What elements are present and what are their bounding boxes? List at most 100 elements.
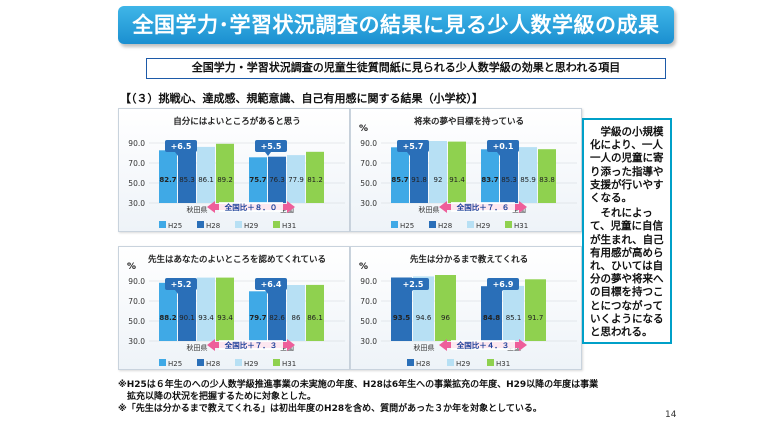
chart-dreams: % 将来の夢や目標を持っている 90.0 70.0 50.0 30.0 85.7 91.8 92… xyxy=(359,116,577,230)
data-label: 82.7 xyxy=(159,176,176,184)
comparison-label: 全国比＋８．０ xyxy=(224,202,278,212)
delta-callout-pointer xyxy=(175,290,181,294)
side-note-paragraph-1: 学級の小規模化により、一人一人の児童に寄り添った指導や支援が行いやすくなる。 xyxy=(590,126,664,205)
chart-title: 先生は分かるまで教えてくれる xyxy=(410,254,528,265)
data-label: 93.4 xyxy=(217,314,233,322)
delta-callout-pointer xyxy=(265,152,271,156)
legend-label: H25 xyxy=(168,222,182,230)
delta-callout xyxy=(165,278,197,290)
unit-label: % xyxy=(127,262,136,272)
delta-callout-pointer xyxy=(407,152,413,156)
delta-callout xyxy=(397,278,429,290)
page-number: 14 xyxy=(665,410,677,420)
data-label: 85.9 xyxy=(520,176,536,184)
delta-callout-pointer xyxy=(497,290,503,294)
y-tick-label: 30.0 xyxy=(360,337,377,346)
legend-label: H29 xyxy=(244,222,258,230)
data-label: 81.2 xyxy=(307,176,323,184)
delta-label: +5.2 xyxy=(171,280,192,289)
comparison-label: 全国比＋７．６ xyxy=(456,202,510,212)
y-tick-label: 70.0 xyxy=(360,159,377,168)
legend-label: H25 xyxy=(400,222,414,230)
bar-h25 xyxy=(159,150,177,203)
group-label: 秋田県 xyxy=(414,343,435,352)
data-label: 93.4 xyxy=(198,314,214,322)
legend-label: H29 xyxy=(456,360,470,368)
legend-label: H29 xyxy=(476,222,490,230)
footnote-line-1: ※H25は６年生のへの少人数学級推進事業の未実施の年度、H28は6年生への事業拡… xyxy=(118,380,599,390)
legend-swatch-h25 xyxy=(159,221,166,228)
footnote-line-2: 拡充以降の状況を把握するために対象とした。 xyxy=(118,392,317,402)
data-label: 91.8 xyxy=(411,176,427,184)
group-label: 秋田県 xyxy=(187,343,208,352)
bar-h31 xyxy=(216,277,234,341)
page-title: 全国学力･学習状況調査の結果に見る少人数学級の成果 xyxy=(118,6,674,44)
bar-h29 xyxy=(413,276,434,341)
y-tick-label: 50.0 xyxy=(360,317,377,326)
legend-swatch-h28 xyxy=(407,359,414,366)
data-label: 85.7 xyxy=(391,176,408,184)
bar-h29 xyxy=(287,285,305,341)
legend-swatch-h31 xyxy=(505,221,512,228)
legend-label: H31 xyxy=(496,360,510,368)
data-label: 85.3 xyxy=(179,176,195,184)
data-label: 89.2 xyxy=(217,176,233,184)
legend-label: H28 xyxy=(206,222,220,230)
y-tick-label: 70.0 xyxy=(128,297,145,306)
data-label: 94.6 xyxy=(416,314,432,322)
y-tick-label: 90.0 xyxy=(360,139,377,148)
comparison-label: 全国比＋４．３ xyxy=(456,340,510,350)
delta-label: +2.5 xyxy=(403,280,424,289)
legend-label: H31 xyxy=(514,222,528,230)
chart-panel-teacher-recognition: % 先生はあなたのよいところを認めてくれている 90.0 70.0 50.0 30.0 88… xyxy=(118,246,350,370)
chart-panel-teacher-explains: % 先生は分かるまで教えてくれる 90.0 70.0 50.0 30.0 93.5 94.6 9… xyxy=(350,246,582,370)
data-label: 75.7 xyxy=(249,176,266,184)
legend-swatch-h28 xyxy=(197,221,204,228)
data-label: 88.2 xyxy=(159,314,176,322)
bar-h31 xyxy=(306,151,324,203)
delta-callout-pointer xyxy=(407,290,413,294)
comparison-label: 全国比＋７．３ xyxy=(224,340,278,350)
legend-swatch-h29 xyxy=(467,221,474,228)
bar-h25 xyxy=(159,282,177,341)
data-label: 92 xyxy=(434,176,443,184)
legend-label: H29 xyxy=(244,360,258,368)
chart-panel-self-worth: 自分にはよいところがあると思う 90.0 70.0 50.0 30.0 82.7 85.3 8… xyxy=(118,108,350,232)
delta-callout-pointer xyxy=(175,152,181,156)
bar-h29 xyxy=(197,146,215,203)
legend-swatch-h25 xyxy=(391,221,398,228)
unit-label: % xyxy=(359,124,368,134)
comparison-label-bg xyxy=(451,340,515,350)
legend-swatch-h29 xyxy=(447,359,454,366)
side-note: 学級の小規模化により、一人一人の児童に寄り添った指導や支援が行いやすくなる。 そ… xyxy=(582,118,672,344)
bar-h28 xyxy=(500,147,518,203)
legend-label: H28 xyxy=(206,360,220,368)
data-label: 86 xyxy=(292,314,301,322)
data-label: 86.1 xyxy=(307,314,323,322)
delta-label: +0.1 xyxy=(493,142,514,151)
chart-title: 自分にはよいところがあると思う xyxy=(173,116,301,127)
bar-h29 xyxy=(519,147,537,203)
delta-label: +5.7 xyxy=(403,142,424,151)
data-label: 90.1 xyxy=(179,314,195,322)
bar-h31 xyxy=(435,275,456,341)
data-label: 91.7 xyxy=(528,314,544,322)
group-label: 秋田県 xyxy=(419,205,440,214)
bar-h28 xyxy=(268,156,286,203)
legend-label: H28 xyxy=(438,222,452,230)
data-label: 83.7 xyxy=(481,176,498,184)
legend-label: H28 xyxy=(416,360,430,368)
data-label: 85.3 xyxy=(501,176,517,184)
bar-h28 xyxy=(391,277,412,341)
y-tick-label: 30.0 xyxy=(128,337,145,346)
legend-label: H31 xyxy=(282,360,296,368)
comparison-label-bg xyxy=(219,340,283,350)
y-tick-label: 90.0 xyxy=(360,277,377,286)
delta-label: +6.4 xyxy=(261,280,282,289)
unit-label: % xyxy=(359,262,368,272)
comparison-label-bg xyxy=(219,202,283,212)
data-label: 79.7 xyxy=(249,314,266,322)
y-tick-label: 90.0 xyxy=(128,139,145,148)
legend-swatch-h31 xyxy=(487,359,494,366)
bar-h31 xyxy=(538,149,556,203)
